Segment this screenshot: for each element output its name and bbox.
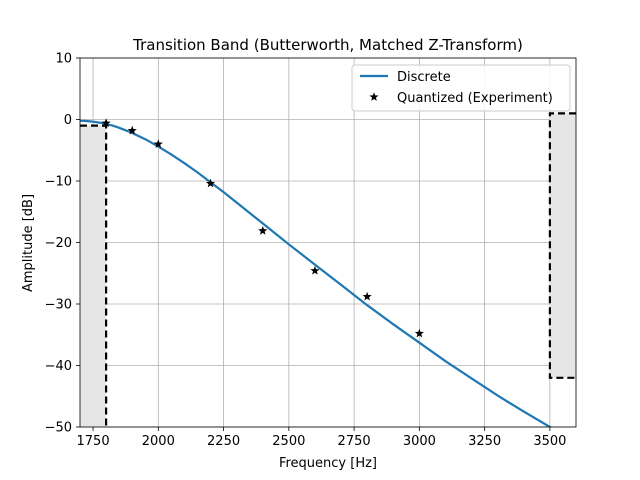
- x-tick-label: 3250: [468, 434, 501, 449]
- legend-label-discrete: Discrete: [397, 70, 451, 85]
- x-tick-label: 3500: [533, 434, 566, 449]
- experiment-point: [101, 118, 111, 128]
- experiment-point: [127, 125, 137, 135]
- experiment-point: [205, 178, 216, 188]
- y-tick-label: 10: [55, 52, 72, 67]
- y-tick-label: −40: [45, 359, 72, 374]
- legend: Discrete Quantized (Experiment): [351, 64, 571, 112]
- experiment-point: [414, 328, 424, 338]
- x-tick-label: 2000: [142, 434, 175, 449]
- legend-star-swatch: [369, 92, 379, 101]
- discrete-series-line: [80, 119, 553, 427]
- x-tick-label: 3000: [403, 434, 436, 449]
- x-axis-label: Frequency [Hz]: [279, 456, 377, 471]
- x-tick-label: 2500: [272, 434, 305, 449]
- y-tick-label: −20: [45, 236, 72, 251]
- passband-mask-edge: [80, 124, 108, 427]
- x-tick-label: 1750: [77, 434, 110, 449]
- experiment-point: [310, 265, 320, 275]
- y-tick-label: −50: [45, 421, 72, 436]
- passband-mask: [80, 125, 107, 427]
- legend-label-experiment: Quantized (Experiment): [397, 91, 553, 106]
- x-tick-label: 2750: [338, 434, 371, 449]
- plot-area: 1750 2000 2250 2500 2750 3000 3250 3500 −50 −40 −3…: [45, 52, 577, 449]
- experiment-point: [258, 226, 268, 235]
- y-tick-label: −30: [45, 298, 72, 313]
- legend-box: [351, 64, 571, 112]
- experiment-point: [153, 139, 163, 148]
- experiment-point: [362, 291, 372, 301]
- y-tick-label: −10: [45, 175, 72, 190]
- stopband-mask: [549, 113, 576, 378]
- chart-title: Transition Band (Butterworth, Matched Z-…: [132, 36, 523, 54]
- y-tick-label: 0: [64, 113, 72, 128]
- y-axis-label: Amplitude [dB]: [21, 194, 36, 292]
- stopband-mask-edge: [548, 112, 576, 379]
- plot-content: [80, 112, 576, 427]
- x-tick-label: 2250: [207, 434, 240, 449]
